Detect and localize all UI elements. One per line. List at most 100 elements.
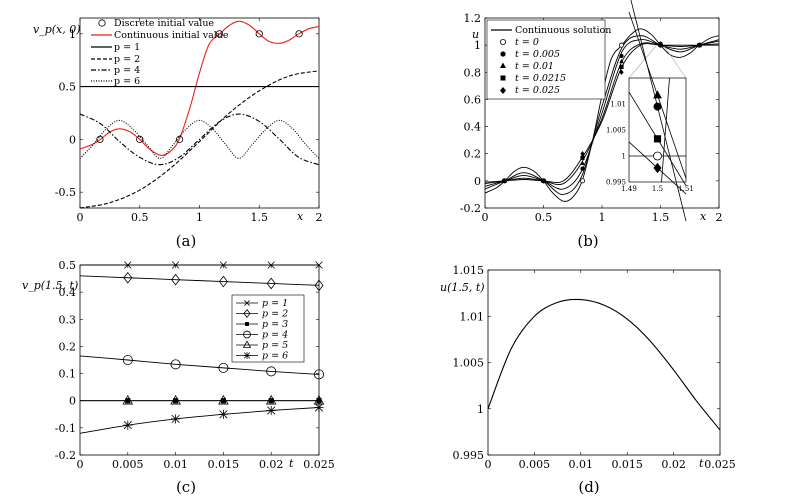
legend-marker-square xyxy=(245,322,249,326)
inset-marker-t0 xyxy=(653,151,662,161)
series-line-p-2 xyxy=(79,70,320,209)
panel-b-xlabel: x xyxy=(700,210,707,223)
solution-marker-t0025 xyxy=(658,42,663,49)
panel-a-xtick-label: 1 xyxy=(196,211,203,224)
solution-marker-t001 xyxy=(580,160,585,165)
solution-marker-t0025 xyxy=(541,178,546,184)
panel-a-xtick-label: 2 xyxy=(316,211,323,224)
panel-d-xtick-label: 0.02 xyxy=(661,458,686,471)
solution-curve-t-0-005 xyxy=(484,35,720,195)
panel-d: 0 0.005 0.01 0.015 0.02 0.025 0.995 1 1.005 1.01 1… xyxy=(440,264,736,496)
panel-b-ytick-label: -0.2 xyxy=(460,202,481,215)
panel-d-ytick-label: 1 xyxy=(477,403,484,416)
legend-marker-t0 xyxy=(499,39,506,46)
solution-marker-t0005 xyxy=(619,53,624,59)
panel-c-legend-box xyxy=(231,294,305,363)
legend-label-p6: p = 6 xyxy=(114,76,140,87)
data-point-circle xyxy=(122,354,133,365)
legend-label-p4: p = 4 xyxy=(114,65,140,76)
panel-b-legend-box xyxy=(486,19,606,100)
discrete-point xyxy=(136,135,144,143)
panel-c-ylabel: v_p(1.5, t) xyxy=(22,279,78,292)
panel-b-ytick-label: 1.2 xyxy=(464,12,482,25)
solution-marker-t0025 xyxy=(580,150,585,157)
panel-a-ytick-label: 0 xyxy=(69,133,76,146)
legend-label-triangle: p = 5 xyxy=(262,340,288,351)
panel-b-ytick-label: 0.2 xyxy=(464,148,482,161)
data-point-triangle xyxy=(265,394,277,405)
solution-marker-t0025 xyxy=(697,42,702,48)
panel-b-xtick-label: 1.5 xyxy=(652,211,670,224)
panel-d-xtick-label: 0.005 xyxy=(519,458,551,471)
legend-label-p1: p = 1 xyxy=(114,42,140,53)
panel-b-legend: Continuous solution t = 0 t = 0.005 t = … xyxy=(486,19,611,100)
solution-marker-t001 xyxy=(619,58,624,64)
panel-c-ytick-label: 0.4 xyxy=(59,286,77,299)
panel-b-xtick-label: 0 xyxy=(482,211,489,224)
data-point-circle xyxy=(266,366,277,377)
legend-marker-circle xyxy=(243,330,251,339)
panel-c-xtick-label: 0.005 xyxy=(112,458,144,471)
panel-d-ytick-label: 1.015 xyxy=(453,264,485,277)
data-point-circle xyxy=(218,362,229,373)
inset-ytick-label: 1.01 xyxy=(610,101,626,109)
inset-connector-left xyxy=(628,45,657,79)
solution-curve-t-0-0215 xyxy=(484,42,720,186)
panel-c-ytick-label: 0.3 xyxy=(59,313,77,326)
legend-label-t0025: t = 0.025 xyxy=(515,85,560,96)
inset-marker-t00215 xyxy=(653,135,662,143)
panel-b-series xyxy=(484,28,720,202)
panel-d-ticks: 0 0.005 0.01 0.015 0.02 0.025 0.995 1 1.005 1.01 1… xyxy=(453,264,736,471)
solution-marker-t0005 xyxy=(580,166,585,171)
panel-c-ytick-label: 0 xyxy=(69,395,76,408)
legend-label-p2: p = 2 xyxy=(114,54,140,65)
panel-c-xlabel: t xyxy=(289,457,294,470)
solution-marker-t00215 xyxy=(619,64,624,69)
legend-marker-x xyxy=(244,300,250,306)
series-line-p-2 xyxy=(79,275,320,286)
solution-curve-t-0-01 xyxy=(484,39,720,190)
panel-c-ytick-label: -0.1 xyxy=(55,422,76,435)
legend-label-diamond: p = 2 xyxy=(262,309,288,320)
legend-label-circle: p = 4 xyxy=(262,330,288,341)
caption-c: (c) xyxy=(176,478,196,496)
legend-label-discrete: Discrete initial value xyxy=(114,18,214,29)
data-point-diamond xyxy=(266,277,276,290)
legend-marker-t001 xyxy=(500,62,506,68)
panel-c-legend: p = 1p = 2p = 3p = 4p = 5p = 6 xyxy=(231,294,305,363)
data-point-diamond xyxy=(123,271,133,284)
panel-d-ylabel: u(1.5, t) xyxy=(440,281,485,294)
solution-marker-t0 xyxy=(619,42,625,48)
panel-b-ticks: 0 0.5 1 1.5 2-0.200.20.40.60.811.2 xyxy=(460,12,723,224)
discrete-point xyxy=(175,135,184,143)
panel-c-legend-entries: p = 1p = 2p = 3p = 4p = 5p = 6 xyxy=(236,298,288,362)
series-line-p-6 xyxy=(79,407,320,434)
panel-a-xtick-label: 1.5 xyxy=(251,211,269,224)
panel-b-inset: 1.49 1.5 1.51 0.995 1 1.005 1.01 xyxy=(606,0,694,222)
panel-b-ytick-label: 0.4 xyxy=(464,121,482,134)
inset-marker-t001 xyxy=(653,90,662,99)
series-line-u xyxy=(487,298,721,431)
legend-label-t001: t = 0.01 xyxy=(515,61,554,72)
data-point-triangle xyxy=(218,394,229,405)
panel-a-ytick-label: -0.5 xyxy=(55,186,76,199)
data-point-triangle xyxy=(122,394,134,405)
series-line-p-6 xyxy=(79,119,320,159)
legend-label-x: p = 1 xyxy=(262,298,288,309)
legend-label-continuous-solution: Continuous solution xyxy=(515,25,611,36)
solution-curve-t-0-025 xyxy=(484,43,719,184)
panel-b-ytick-label: 1 xyxy=(474,39,481,52)
legend-marker-t00215 xyxy=(500,75,506,81)
panel-d-xtick-label: 0.015 xyxy=(611,458,643,471)
panel-c-xtick-label: 0 xyxy=(77,458,84,471)
solution-marker-t0025 xyxy=(619,69,624,76)
panel-d-xlabel: t xyxy=(699,457,704,470)
caption-a: (a) xyxy=(176,232,197,250)
legend-label-t0005: t = 0.005 xyxy=(515,49,560,60)
legend-marker-diamond xyxy=(243,308,251,319)
inset-xtick-label: 1.49 xyxy=(621,185,637,193)
panel-a-ytick-label: 0.5 xyxy=(59,81,77,94)
panel-a-ticks: 0 0.5 1 1.5 2-0.500.51 xyxy=(55,18,323,224)
legend-label-t0: t = 0 xyxy=(515,37,539,48)
